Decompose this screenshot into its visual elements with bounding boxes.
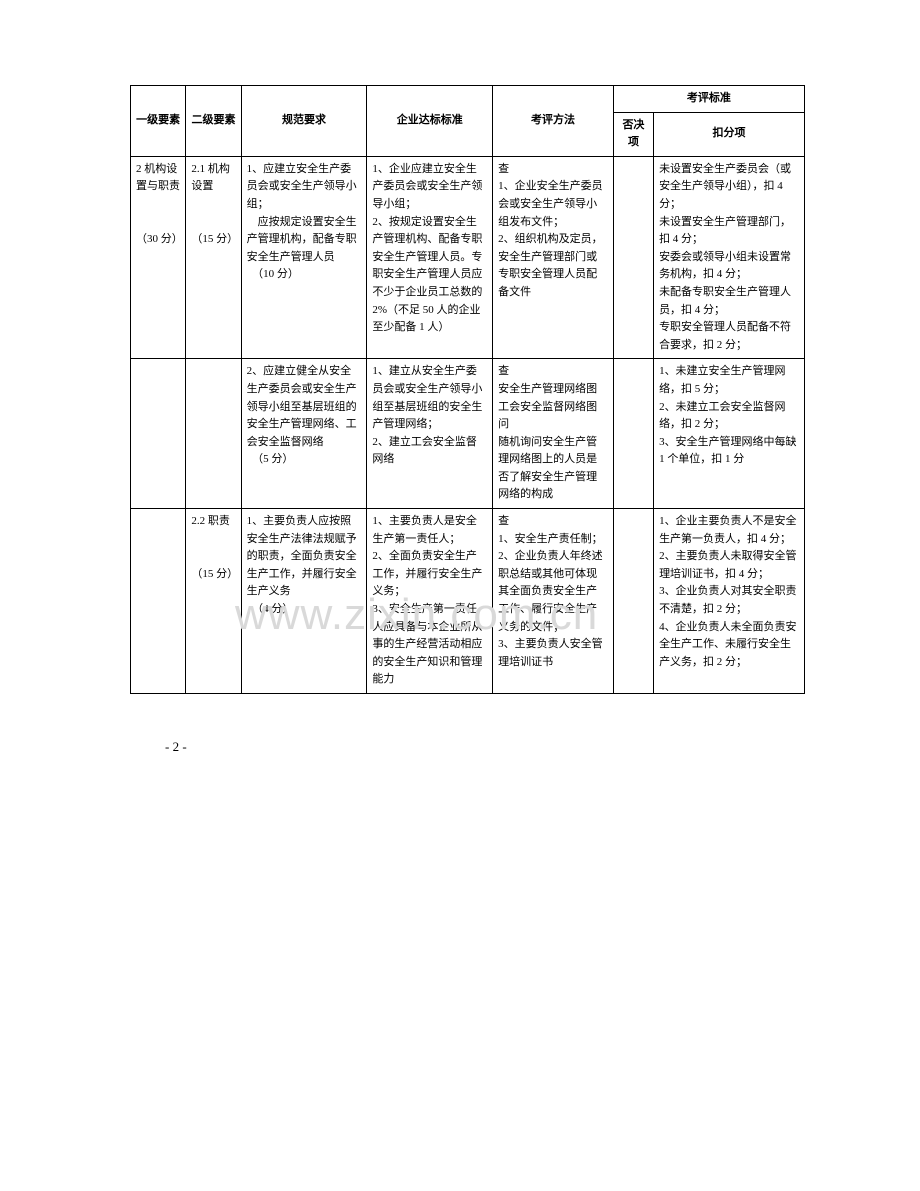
cell-level2 [186, 359, 241, 509]
cell-level1 [131, 509, 186, 694]
cell-deduct: 1、企业主要负责人不是安全生产第一负责人，扣 4 分；2、主要负责人未取得安全管… [654, 509, 805, 694]
cell-spec: 1、应建立安全生产委员会或安全生产领导小组； 应按规定设置安全生产管理机构，配备… [241, 156, 367, 359]
cell-deduct: 1、未建立安全生产管理网络，扣 5 分；2、未建立工会安全监督网络，扣 2 分；… [654, 359, 805, 509]
cell-level1: 2 机构设置与职责（30 分） [131, 156, 186, 359]
table-row: 2 机构设置与职责（30 分） 2.1 机构设置（15 分） 1、应建立安全生产… [131, 156, 805, 359]
header-deduct: 扣分项 [654, 112, 805, 156]
page-container: 一级要素 二级要素 规范要求 企业达标标准 考评方法 考评标准 否决项 扣分项 … [0, 0, 920, 755]
cell-level2: 2.1 机构设置（15 分） [186, 156, 241, 359]
cell-standard: 1、企业应建立安全生产委员会或安全生产领导小组；2、按规定设置安全生产管理机构、… [367, 156, 493, 359]
table-row: 2.2 职责（15 分） 1、主要负责人应按照安全生产法律法规赋予的职责，全面负… [131, 509, 805, 694]
header-level1: 一级要素 [131, 86, 186, 157]
header-level2: 二级要素 [186, 86, 241, 157]
cell-spec: 2、应建立健全从安全生产委员会或安全生产领导小组至基层班组的安全生产管理网络、工… [241, 359, 367, 509]
header-spec: 规范要求 [241, 86, 367, 157]
cell-deduct: 未设置安全生产委员会（或安全生产领导小组），扣 4 分；未设置安全生产管理部门，… [654, 156, 805, 359]
page-number: - 2 - [165, 739, 805, 755]
cell-standard: 1、主要负责人是安全生产第一责任人；2、全面负责安全生产工作，并履行安全生产义务… [367, 509, 493, 694]
cell-level1 [131, 359, 186, 509]
header-veto: 否决项 [613, 112, 653, 156]
header-standard: 企业达标标准 [367, 86, 493, 157]
evaluation-table: 一级要素 二级要素 规范要求 企业达标标准 考评方法 考评标准 否决项 扣分项 … [130, 85, 805, 694]
cell-method: 查安全生产管理网络图工会安全监督网络图问随机询问安全生产管理网络图上的人员是否了… [493, 359, 614, 509]
cell-method: 查1、安全生产责任制；2、企业负责人年终述职总结或其他可体现其全面负责安全生产工… [493, 509, 614, 694]
cell-method: 查1、企业安全生产委员会或安全生产领导小组发布文件；2、组织机构及定员，安全生产… [493, 156, 614, 359]
cell-veto [613, 509, 653, 694]
header-row-1: 一级要素 二级要素 规范要求 企业达标标准 考评方法 考评标准 [131, 86, 805, 113]
table-body: 2 机构设置与职责（30 分） 2.1 机构设置（15 分） 1、应建立安全生产… [131, 156, 805, 693]
cell-level2: 2.2 职责（15 分） [186, 509, 241, 694]
cell-veto [613, 156, 653, 359]
cell-spec: 1、主要负责人应按照安全生产法律法规赋予的职责，全面负责安全生产工作，并履行安全… [241, 509, 367, 694]
cell-standard: 1、建立从安全生产委员会或安全生产领导小组至基层班组的安全生产管理网络；2、建立… [367, 359, 493, 509]
cell-veto [613, 359, 653, 509]
header-method: 考评方法 [493, 86, 614, 157]
table-row: 2、应建立健全从安全生产委员会或安全生产领导小组至基层班组的安全生产管理网络、工… [131, 359, 805, 509]
header-criteria: 考评标准 [613, 86, 804, 113]
